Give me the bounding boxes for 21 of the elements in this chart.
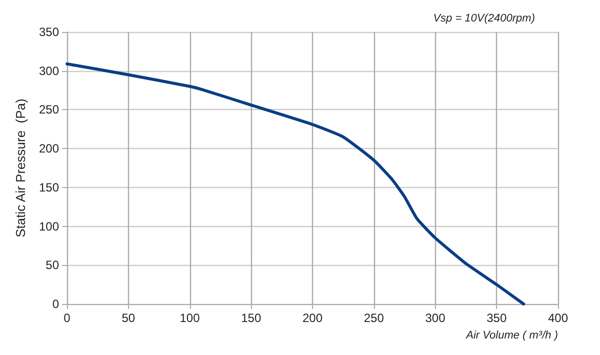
x-tick-label: 50 — [122, 311, 136, 325]
y-tick-label: 0 — [52, 297, 60, 311]
x-tick-label: 200 — [302, 311, 323, 325]
x-tick-label: 350 — [486, 311, 507, 325]
x-tick-label: 250 — [364, 311, 384, 325]
x-tick-label: 300 — [425, 311, 446, 325]
y-tick-label: 250 — [38, 102, 60, 117]
y-axis-title: Static Air Pressure (Pa) — [13, 98, 28, 238]
y-tick-label: 350 — [38, 25, 60, 39]
y-tick-label: 150 — [38, 180, 60, 194]
x-tick-label: 0 — [64, 311, 71, 325]
x-tick-label: 100 — [180, 311, 200, 325]
y-tick-label: 200 — [38, 142, 60, 156]
chart-subtitle: Vsp = 10V(2400rpm) — [433, 12, 536, 24]
line-series — [66, 62, 526, 306]
y-tick-label: 300 — [38, 64, 60, 78]
x-tick-label: 150 — [241, 311, 262, 325]
y-tick-label: 100 — [38, 219, 60, 234]
x-axis-title: Air Volume ( m³/h ) — [465, 330, 558, 342]
y-tick-label: 50 — [46, 258, 60, 272]
x-tick-label: 400 — [548, 311, 568, 325]
